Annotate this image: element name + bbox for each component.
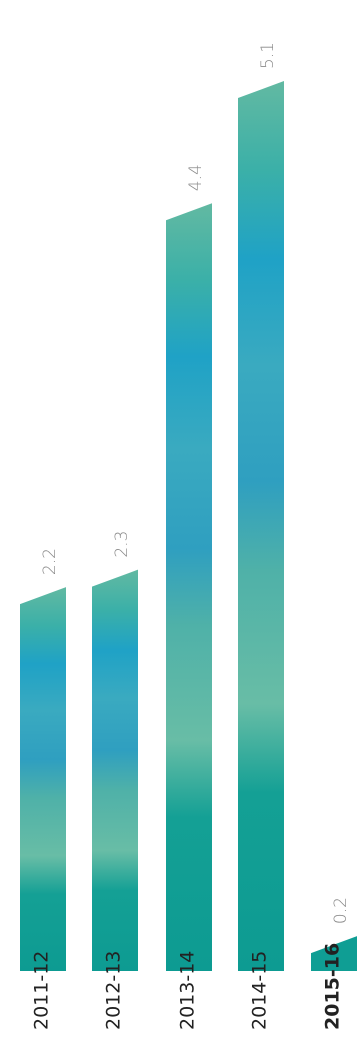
bar-2011-12 [20, 587, 66, 971]
bar-2014-15 [238, 81, 284, 972]
value-label-2015-16: 0.2 [331, 897, 351, 924]
bar-2012-13 [92, 569, 138, 971]
category-labels-group: 2011-12 2012-13 2013-14 2014-15 2015-16 [31, 943, 344, 1030]
value-label-2013-14: 4.4 [186, 164, 206, 191]
value-label-2012-13: 2.3 [112, 531, 132, 558]
bar-2013-14 [166, 203, 212, 971]
bar-2015-16 [311, 936, 357, 971]
category-label-2014-15: 2014-15 [249, 951, 271, 1030]
category-label-2015-16: 2015-16 [322, 943, 344, 1030]
category-label-2013-14: 2013-14 [177, 951, 199, 1030]
bars-group [20, 81, 357, 972]
value-label-2011-12: 2.2 [40, 548, 60, 575]
value-labels-group: 2.2 2.3 4.4 5.1 0.2 [40, 42, 351, 924]
value-label-2014-15: 5.1 [258, 42, 278, 69]
category-label-2011-12: 2011-12 [31, 951, 53, 1030]
category-label-2012-13: 2012-13 [103, 951, 125, 1030]
